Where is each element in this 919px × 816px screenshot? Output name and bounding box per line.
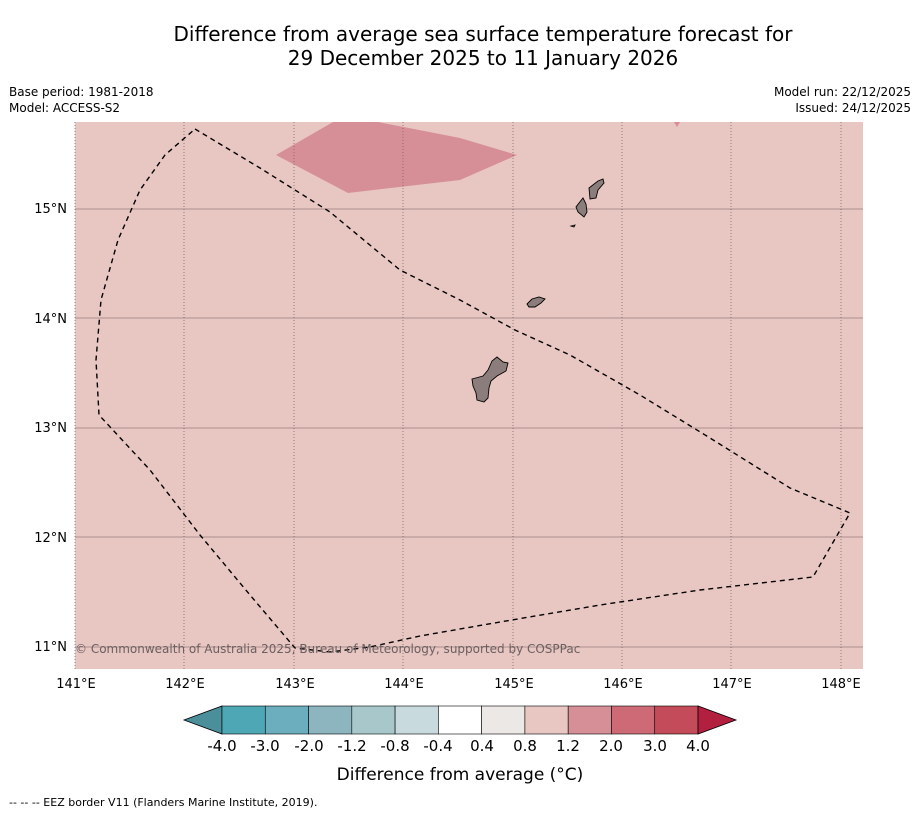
base-period: Base period: 1981-2018 <box>9 85 154 99</box>
map-title: Difference from average sea surface temp… <box>0 22 919 70</box>
issued-date: Issued: 24/12/2025 <box>795 101 911 115</box>
title-line-1: Difference from average sea surface temp… <box>173 22 793 46</box>
warm-anomaly-spike <box>674 122 680 127</box>
colorbar-swatch <box>481 705 526 735</box>
eez-border <box>95 128 852 653</box>
lon-label: 147°E <box>712 677 752 692</box>
lat-labels: 15°N 14°N 13°N 12°N 11°N <box>34 202 67 655</box>
lat-label: 14°N <box>34 312 67 327</box>
eez-legend: -- -- -- EEZ border V11 (Flanders Marine… <box>9 796 318 809</box>
colorbar-label: 1.2 <box>556 737 580 755</box>
copyright-text: © Commonwealth of Australia 2025, Bureau… <box>75 642 580 656</box>
colorbar-label: -1.2 <box>337 737 366 755</box>
colorbar-swatch <box>567 705 612 735</box>
colorbar-swatch <box>611 705 656 735</box>
model-name: Model: ACCESS-S2 <box>9 101 121 115</box>
colorbar-label: -2.0 <box>294 737 323 755</box>
colorbar-swatch <box>308 705 353 735</box>
colorbar-swatch <box>264 705 309 735</box>
title-line-2: 29 December 2025 to 11 January 2026 <box>287 46 679 70</box>
meridians <box>74 122 842 669</box>
colorbar-label: 0.4 <box>470 737 494 755</box>
colorbar-label: 3.0 <box>643 737 667 755</box>
warm-anomaly-patch <box>276 122 517 193</box>
lat-label: 11°N <box>34 640 67 655</box>
lat-label: 13°N <box>34 421 67 436</box>
island-saipan <box>588 178 605 200</box>
colorbar-swatch <box>394 705 439 735</box>
meta-right: Model run: 22/12/2025 Issued: 24/12/2025 <box>774 84 911 116</box>
island-aguijan <box>569 224 576 228</box>
colorbar-extend-high <box>697 705 738 735</box>
colorbar-label: -0.4 <box>423 737 452 755</box>
lon-labels: 141°E 142°E 143°E 144°E 145°E 146°E 147°… <box>56 677 861 692</box>
lon-label: 146°E <box>603 677 643 692</box>
lon-label: 148°E <box>821 677 861 692</box>
map-area <box>75 122 863 669</box>
lon-label: 142°E <box>165 677 205 692</box>
lat-label: 15°N <box>34 202 67 217</box>
gridlines <box>75 208 863 648</box>
colorbar-labels: -4.0 -3.0 -2.0 -1.2 -0.8 -0.4 0.4 0.8 1.… <box>207 737 710 755</box>
lon-label: 144°E <box>384 677 424 692</box>
lon-label: 141°E <box>56 677 96 692</box>
colorbar-extend-low <box>182 705 223 735</box>
colorbar-swatch <box>654 705 699 735</box>
lon-label: 143°E <box>275 677 315 692</box>
colorbar-label: 4.0 <box>686 737 710 755</box>
islands <box>471 178 605 403</box>
colorbar-title: Difference from average (°C) <box>337 765 584 785</box>
colorbar <box>182 705 738 735</box>
colorbar-swatch <box>438 705 482 735</box>
colorbar-label: -4.0 <box>207 737 236 755</box>
colorbar-label: -0.8 <box>380 737 409 755</box>
colorbar-label: -3.0 <box>250 737 279 755</box>
colorbar-swatch <box>221 705 266 735</box>
meta-left: Base period: 1981-2018 Model: ACCESS-S2 <box>9 84 154 116</box>
island-tinian <box>575 197 588 218</box>
island-rota <box>526 296 546 308</box>
island-guam <box>471 356 509 403</box>
model-run: Model run: 22/12/2025 <box>773 85 911 99</box>
lon-label: 145°E <box>494 677 534 692</box>
colorbar-label: 2.0 <box>599 737 623 755</box>
colorbar-swatch <box>524 705 569 735</box>
colorbar-swatch <box>351 705 396 735</box>
colorbar-label: 0.8 <box>513 737 537 755</box>
lat-label: 12°N <box>34 531 67 546</box>
